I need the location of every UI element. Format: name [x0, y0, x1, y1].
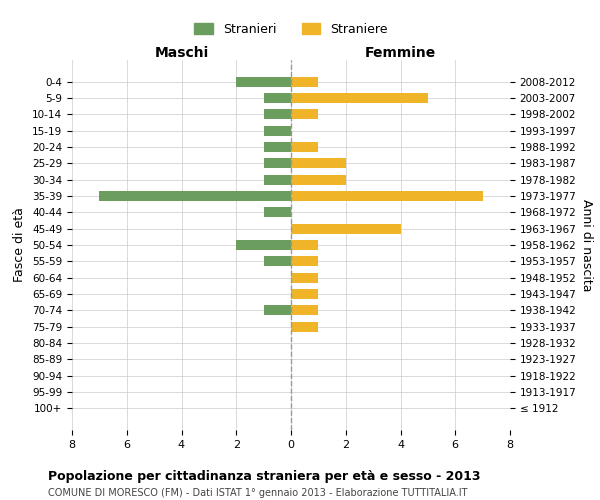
Bar	[100, 191, 291, 201]
Bar	[263, 208, 291, 217]
Text: Femmine: Femmine	[365, 46, 436, 60]
Bar	[263, 256, 291, 266]
Bar	[291, 77, 319, 86]
Bar	[291, 240, 319, 250]
Bar	[291, 175, 346, 184]
Bar	[263, 142, 291, 152]
Text: COMUNE DI MORESCO (FM) - Dati ISTAT 1° gennaio 2013 - Elaborazione TUTTITALIA.IT: COMUNE DI MORESCO (FM) - Dati ISTAT 1° g…	[48, 488, 467, 498]
Bar	[263, 110, 291, 120]
Bar	[291, 142, 319, 152]
Text: Popolazione per cittadinanza straniera per età e sesso - 2013: Popolazione per cittadinanza straniera p…	[48, 470, 481, 483]
Bar	[291, 93, 428, 103]
Bar	[263, 175, 291, 184]
Bar	[236, 77, 291, 86]
Bar	[291, 191, 482, 201]
Bar	[263, 306, 291, 315]
Y-axis label: Fasce di età: Fasce di età	[13, 208, 26, 282]
Legend: Stranieri, Straniere: Stranieri, Straniere	[189, 18, 393, 41]
Bar	[263, 126, 291, 136]
Bar	[291, 289, 319, 299]
Bar	[291, 273, 319, 282]
Y-axis label: Anni di nascita: Anni di nascita	[580, 198, 593, 291]
Bar	[291, 322, 319, 332]
Bar	[291, 158, 346, 168]
Bar	[291, 110, 319, 120]
Bar	[236, 240, 291, 250]
Bar	[263, 158, 291, 168]
Bar	[291, 306, 319, 315]
Bar	[291, 224, 401, 234]
Bar	[291, 256, 319, 266]
Text: Maschi: Maschi	[154, 46, 209, 60]
Bar	[263, 93, 291, 103]
